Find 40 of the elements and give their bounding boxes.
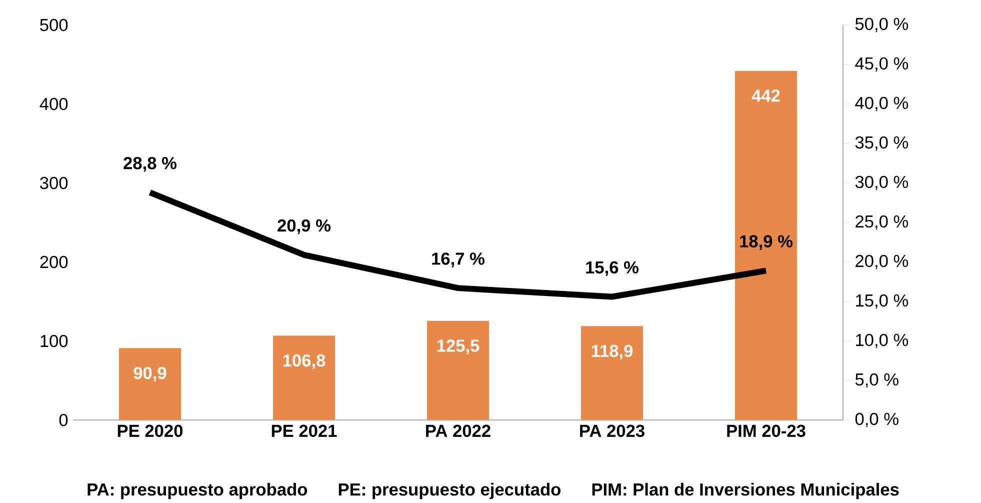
bar [427,320,490,420]
y2-tick-label: 20,0 % [856,254,908,270]
y-tick-label: 500 [40,18,68,32]
bar [735,70,798,420]
data-label: 20,9 % [278,219,331,234]
data-label: 118,9 [592,344,633,360]
data-label: 28,8 % [124,156,177,172]
y2-tick-label: 15,0 % [856,294,908,309]
y-tick-label: 400 [40,98,68,110]
data-label: 16,7 % [432,252,485,268]
y2-tick-label: 50,0 % [855,18,908,32]
y2-tick-label: 0,0 % [855,412,898,428]
x-tick-label: PE 2020 [118,424,183,437]
y-tick-label: 100 [40,334,68,348]
y2-tick-label: 5,0 % [855,373,898,388]
y-tick-label: 200 [40,256,68,268]
data-label: 106,8 [283,354,326,370]
y2-tick-label: 45,0 % [855,57,908,72]
y2-tick-label: 30,0 % [855,176,908,190]
x-tick-label: PA 2022 [426,424,490,437]
x-tick-label: PE 2021 [272,424,337,437]
x-tick-label: PA 2023 [580,424,644,437]
data-label: 18,9 % [740,235,793,250]
text: PE: presupuesto ejecutado [338,482,561,500]
y2-tick-label: 35,0 % [855,136,908,151]
data-label: 442 [752,90,780,102]
y-tick-label: 300 [40,176,68,190]
bar [119,348,182,420]
y2-tick-label: 25,0 % [856,215,908,230]
bar [273,336,335,420]
y-tick-label: 0 [59,414,68,426]
data-label: 15,6 % [586,261,639,276]
x-tick-label: PIM 20-23 [727,424,806,437]
bar [581,326,644,420]
data-label: 125,5 [437,340,480,354]
text: PA: presupuesto aprobado [88,482,308,500]
data-label: 90,9 [134,366,166,382]
text: PIM: Plan de Inversiones Municipales [592,482,899,500]
y2-tick-label: 10,0 % [856,334,908,348]
y2-tick-label: 40,0 % [855,96,908,112]
